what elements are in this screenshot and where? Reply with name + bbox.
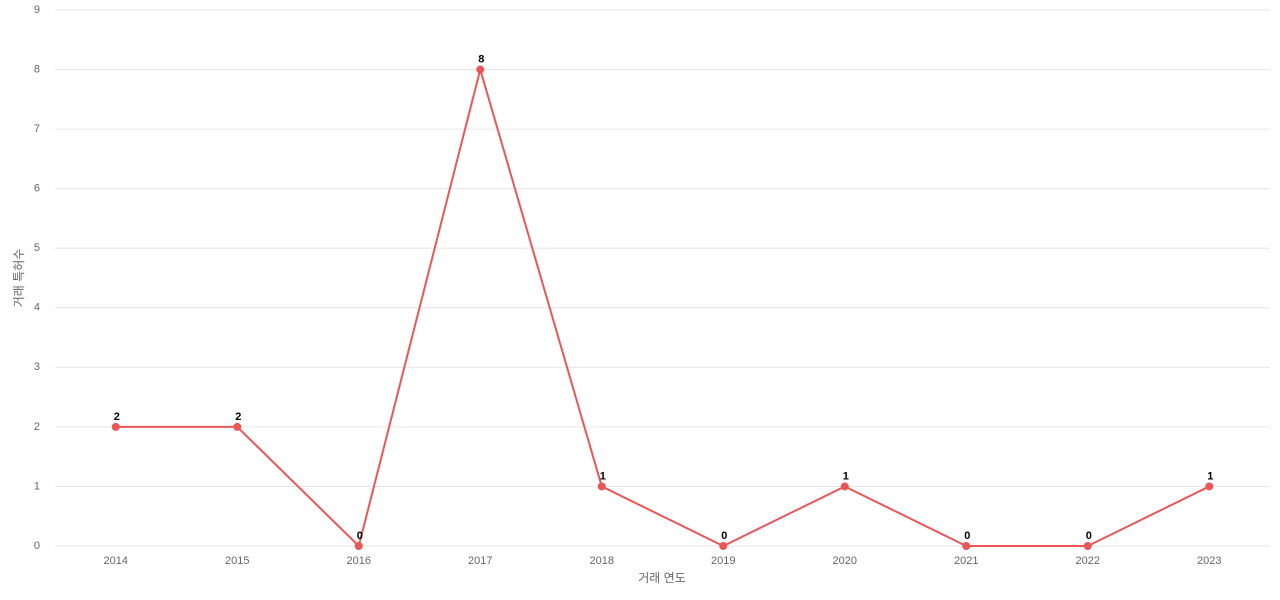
point: [597, 482, 606, 491]
data-label: 8: [478, 53, 484, 65]
point: [1205, 482, 1214, 491]
point: [111, 422, 120, 431]
point: [233, 422, 242, 431]
x-tick-label: 2023: [1197, 555, 1221, 567]
y-tick-label: 2: [34, 421, 40, 433]
y-axis-title: 거래 특허수: [12, 249, 26, 308]
x-tick-label: 2018: [590, 555, 614, 567]
y-tick-label: 7: [34, 123, 40, 135]
line: [115, 65, 1210, 548]
x-tick-label: 2016: [347, 555, 371, 567]
x-tick-label: 2015: [225, 555, 249, 567]
y-tick-label: 8: [34, 63, 40, 75]
x-tick-label: 2022: [1076, 555, 1100, 567]
y-tick-label: 4: [34, 302, 40, 314]
point: [1083, 542, 1092, 550]
x-tick-label: 2014: [104, 555, 128, 567]
data-label: 1: [1207, 470, 1213, 482]
data-label: 0: [1086, 530, 1092, 542]
data-label: 1: [843, 470, 849, 482]
point: [840, 482, 849, 491]
x-tick-label: 2020: [833, 555, 857, 567]
data-label: 0: [964, 530, 970, 542]
data-label: 0: [357, 530, 363, 542]
x-tick-label: 2017: [468, 555, 492, 567]
point: [962, 542, 971, 550]
y-tick-label: 1: [34, 480, 40, 492]
point: [354, 542, 363, 550]
y-tick-label: 6: [34, 183, 40, 195]
point: [476, 65, 485, 74]
x-tick-label: 2021: [954, 555, 978, 567]
data-label: 0: [721, 530, 727, 542]
x-tick-label: 2019: [711, 555, 735, 567]
data-label: 2: [114, 411, 120, 423]
data-label: 2: [235, 411, 241, 423]
x-axis-title: 거래 연도: [638, 571, 686, 585]
point: [719, 542, 728, 550]
y-tick-label: 3: [34, 361, 40, 373]
y-tick-label: 9: [34, 4, 40, 16]
y-tick-label: 5: [34, 242, 40, 254]
y-tick-label: 0: [34, 540, 40, 552]
data-label: 1: [600, 470, 606, 482]
